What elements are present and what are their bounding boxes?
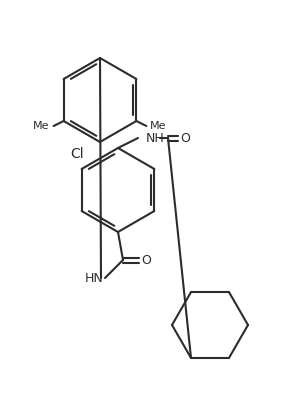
Text: O: O: [141, 254, 151, 267]
Text: HN: HN: [84, 271, 103, 284]
Text: Me: Me: [150, 121, 167, 131]
Text: NH: NH: [146, 131, 165, 144]
Text: O: O: [180, 131, 190, 144]
Text: Me: Me: [33, 121, 50, 131]
Text: Cl: Cl: [70, 147, 83, 161]
